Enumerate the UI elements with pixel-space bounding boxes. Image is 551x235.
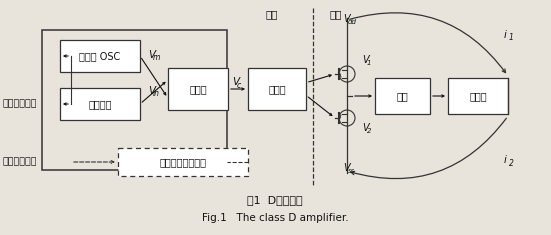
Text: 1: 1 xyxy=(367,60,371,66)
Text: 扬声器: 扬声器 xyxy=(469,91,487,101)
Text: 后级: 后级 xyxy=(330,9,343,19)
Text: m: m xyxy=(153,54,160,63)
Text: in: in xyxy=(153,90,160,98)
Text: 2: 2 xyxy=(509,158,514,168)
Text: V: V xyxy=(343,14,350,24)
Text: 三角波 OSC: 三角波 OSC xyxy=(79,51,121,61)
Text: i: i xyxy=(504,155,507,165)
Text: 图1  D类放大器: 图1 D类放大器 xyxy=(247,195,303,205)
Text: V: V xyxy=(362,123,369,133)
Text: 数字信号输入: 数字信号输入 xyxy=(3,157,37,167)
Text: 1: 1 xyxy=(509,34,514,43)
Text: 模拟信号输入: 模拟信号输入 xyxy=(3,99,37,109)
Bar xyxy=(118,148,248,176)
Bar xyxy=(42,30,227,170)
Text: c: c xyxy=(237,81,241,90)
Text: ss: ss xyxy=(348,168,355,174)
Bar xyxy=(168,68,228,110)
Text: 比较器: 比较器 xyxy=(189,84,207,94)
Bar xyxy=(448,78,508,114)
Bar xyxy=(60,40,140,72)
Text: 低通: 低通 xyxy=(397,91,408,101)
Bar xyxy=(248,68,306,110)
Bar xyxy=(375,78,430,114)
Text: V: V xyxy=(343,163,350,173)
Text: V: V xyxy=(148,86,155,96)
Text: 前置放大: 前置放大 xyxy=(88,99,112,109)
Text: 前级: 前级 xyxy=(265,9,278,19)
Text: 门驱动: 门驱动 xyxy=(268,84,286,94)
Text: Fig.1   The class D amplifier.: Fig.1 The class D amplifier. xyxy=(202,213,348,223)
Text: dd: dd xyxy=(348,19,357,25)
Text: V: V xyxy=(362,55,369,65)
Text: 2: 2 xyxy=(367,128,371,134)
Bar xyxy=(60,88,140,120)
Text: V: V xyxy=(148,50,155,60)
Text: 数字音频编码变换: 数字音频编码变换 xyxy=(159,157,207,167)
Text: V: V xyxy=(232,77,239,87)
Text: i: i xyxy=(504,30,507,40)
